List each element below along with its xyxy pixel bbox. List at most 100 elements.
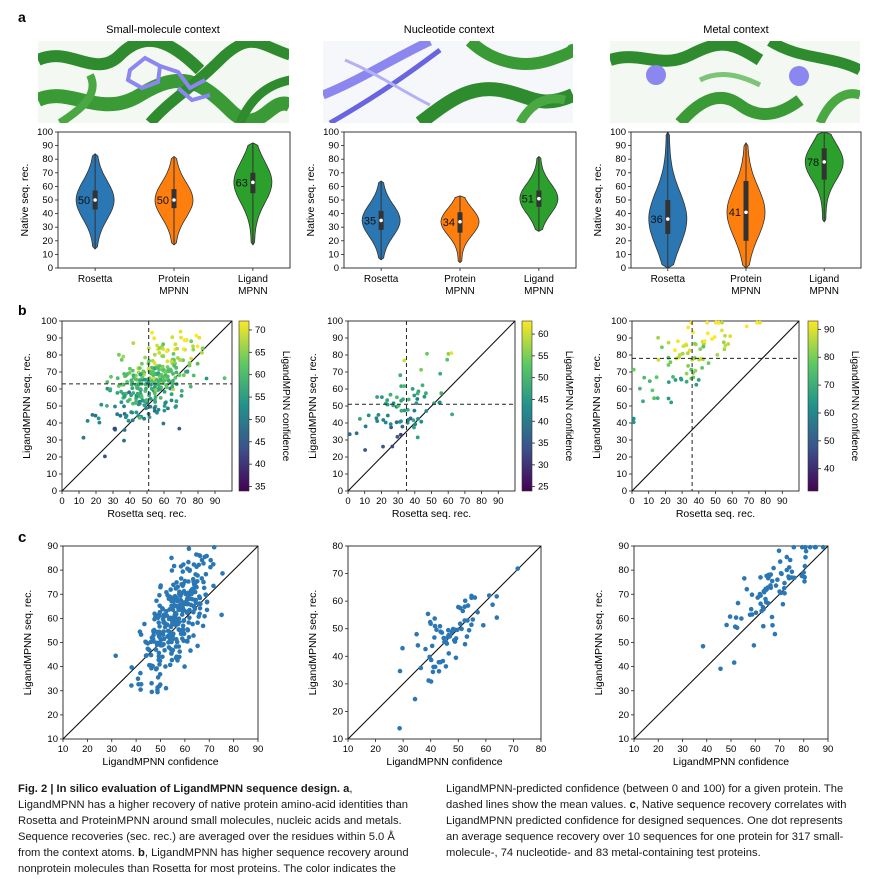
scatter-point	[170, 619, 175, 625]
scatter-point	[731, 660, 737, 665]
scatter-point	[115, 376, 120, 381]
y-axis-label: LigandMPNN seq. rec.	[307, 590, 319, 696]
colorbar-tick-label: 65	[255, 347, 266, 358]
y-tick-label: 30	[615, 222, 626, 233]
scatter-point	[422, 394, 427, 399]
scatter-point	[149, 378, 154, 383]
scatter-point	[180, 569, 186, 574]
scatter-point	[650, 388, 655, 393]
y-axis-label: Native seq. rec.	[305, 164, 317, 237]
panel-label-c: c	[18, 529, 26, 546]
scatter-point	[186, 559, 191, 565]
scatter-point	[415, 435, 420, 440]
median-label: 78	[807, 157, 819, 169]
recovery-scatter-2: 0 10 20 30 40 50 60 70 80 90 100 0 10 20 30 40 50 60 70 80 9…	[307, 316, 574, 520]
y-axis-label: LigandMPNN seq. rec.	[307, 353, 319, 459]
scatter-point	[137, 392, 141, 396]
x-tick-label: 40	[701, 744, 712, 755]
scatter-point	[152, 409, 157, 413]
scatter-point	[462, 641, 468, 647]
scatter-point	[470, 617, 476, 622]
figure-caption-left: Fig. 2 | In silico evaluation of LigandM…	[18, 781, 420, 877]
scatter-point	[131, 401, 135, 406]
scatter-point	[201, 561, 206, 566]
y-tick-label: 90	[332, 333, 343, 344]
x-tick-label: 50	[155, 744, 166, 755]
scatter-point	[191, 344, 195, 349]
identity-line	[61, 320, 233, 492]
scatter-point	[167, 379, 171, 383]
y-axis-label: Native seq. rec.	[592, 164, 604, 237]
y-tick-label: 80	[332, 541, 343, 552]
scatter-point	[167, 662, 173, 668]
x-tick-label: 70	[744, 496, 755, 507]
scatter-point	[196, 562, 202, 568]
scatter-point	[666, 396, 671, 401]
category-label: Ligand	[524, 274, 554, 285]
scatter-point	[131, 373, 136, 378]
category-label: Ligand	[809, 274, 839, 285]
scatter-point	[397, 668, 403, 674]
scatter-point	[119, 389, 123, 394]
scatter-point	[400, 645, 405, 651]
violin-chart-1: 0 10 20 30 40 50 60 70 80 90 100 Native seq. rec. Ro…	[19, 127, 291, 297]
colorbar	[238, 320, 250, 492]
scatter-point	[208, 564, 213, 570]
x-tick-label: 80	[536, 744, 547, 755]
scatter-point	[438, 371, 443, 376]
y-tick-label: 90	[618, 541, 629, 552]
y-axis-label: LigandMPNN seq. rec.	[593, 590, 605, 696]
scatter-point	[174, 366, 179, 370]
scatter-point	[186, 620, 191, 625]
x-tick-label: 60	[443, 496, 454, 507]
scatter-point	[631, 416, 636, 421]
scatter-point	[173, 342, 178, 347]
scatter-point	[185, 628, 191, 633]
scatter-point	[654, 375, 659, 380]
y-tick-label: 10	[332, 734, 343, 745]
small-molecule-structure-image	[38, 41, 289, 123]
x-tick-label: 90	[777, 496, 788, 507]
scatter-point	[152, 352, 157, 357]
scatter-point	[176, 627, 181, 632]
nucleotide-structure-image	[323, 41, 573, 123]
scatter-point	[716, 320, 721, 325]
scatter-point	[105, 386, 110, 391]
y-tick-label: 0	[338, 486, 343, 497]
x-tick-label: 50	[453, 744, 464, 755]
scatter-point	[181, 618, 187, 623]
context-title-nucleotide: Nucleotide context	[404, 24, 495, 36]
scatter-point	[684, 343, 689, 348]
x-tick-label: 20	[660, 496, 671, 507]
scatter-point	[742, 576, 747, 581]
scatter-point	[187, 361, 192, 365]
scatter-point	[443, 664, 449, 669]
scatter-point	[721, 340, 726, 345]
y-tick-label: 10	[42, 249, 53, 260]
y-tick-label: 100	[611, 316, 627, 327]
scatter-point	[155, 685, 160, 690]
scatter-point	[431, 664, 436, 670]
scatter-point	[758, 320, 762, 325]
scatter-point	[175, 658, 180, 663]
scatter-point	[380, 395, 384, 399]
caption-right-text-1: LigandMPNN-predicted confidence (between…	[446, 783, 844, 811]
panel-label-a: a	[18, 9, 26, 25]
scatter-point	[412, 393, 417, 398]
scatter-point	[174, 399, 179, 404]
scatter-point	[753, 610, 759, 615]
scatter-point	[155, 615, 161, 621]
scatter-point	[191, 373, 196, 378]
violin-median-dot	[379, 218, 383, 223]
scatter-point	[803, 544, 808, 550]
scatter-point	[702, 339, 707, 344]
scatter-point	[162, 390, 167, 394]
y-tick-label: 40	[618, 662, 629, 673]
scatter-point	[144, 406, 149, 411]
scatter-point	[138, 682, 144, 687]
scatter-point	[820, 544, 826, 550]
scatter-point	[446, 651, 452, 656]
scatter-point	[195, 643, 200, 649]
scatter-point	[203, 571, 209, 577]
scatter-point	[411, 418, 416, 423]
